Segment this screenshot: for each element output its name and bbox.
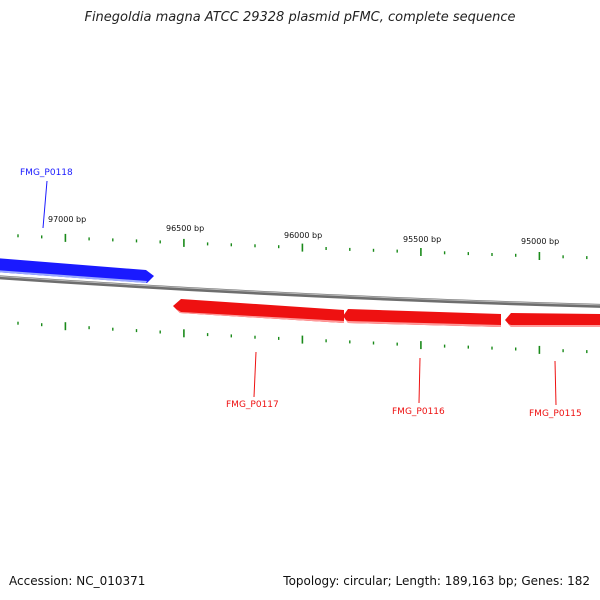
gene-arrow-fmg-p0117[interactable] [173,299,344,323]
ruler-label-96000: 96000 bp [284,231,322,240]
leader-fmg-p0116 [418,357,421,404]
ruler-ticks-outer [17,233,588,260]
ruler-ticks-inner [17,321,588,354]
sequence-backbone [0,275,600,308]
gene-arrow-fmg-p0116[interactable] [343,309,501,327]
ruler-label-95000: 95000 bp [521,237,559,246]
footer-accession: Accession: NC_010371 [9,574,146,588]
gene-label-fmg-p0115: FMG_P0115 [529,409,582,419]
leader-fmg-p0115 [554,360,557,406]
leader-fmg-p0117 [253,351,257,398]
map-title: Finegoldia magna ATCC 29328 plasmid pFMC… [84,10,516,25]
gene-label-fmg-p0116: FMG_P0116 [392,407,445,417]
footer-summary: Topology: circular; Length: 189,163 bp; … [283,574,590,588]
sequence-backbone-highlight [0,275,600,306]
ruler-label-97000: 97000 bp [48,215,86,224]
leader-fmg-p0118 [42,180,48,229]
gene-arrow-fmg-p0115[interactable] [505,313,600,327]
gene-label-fmg-p0118: FMG_P0118 [20,168,73,178]
gene-label-fmg-p0117: FMG_P0117 [226,400,279,410]
ruler-label-96500: 96500 bp [166,224,204,233]
gene-arrow-fmg-p0118[interactable] [0,258,154,283]
ruler-label-95500: 95500 bp [403,235,441,244]
